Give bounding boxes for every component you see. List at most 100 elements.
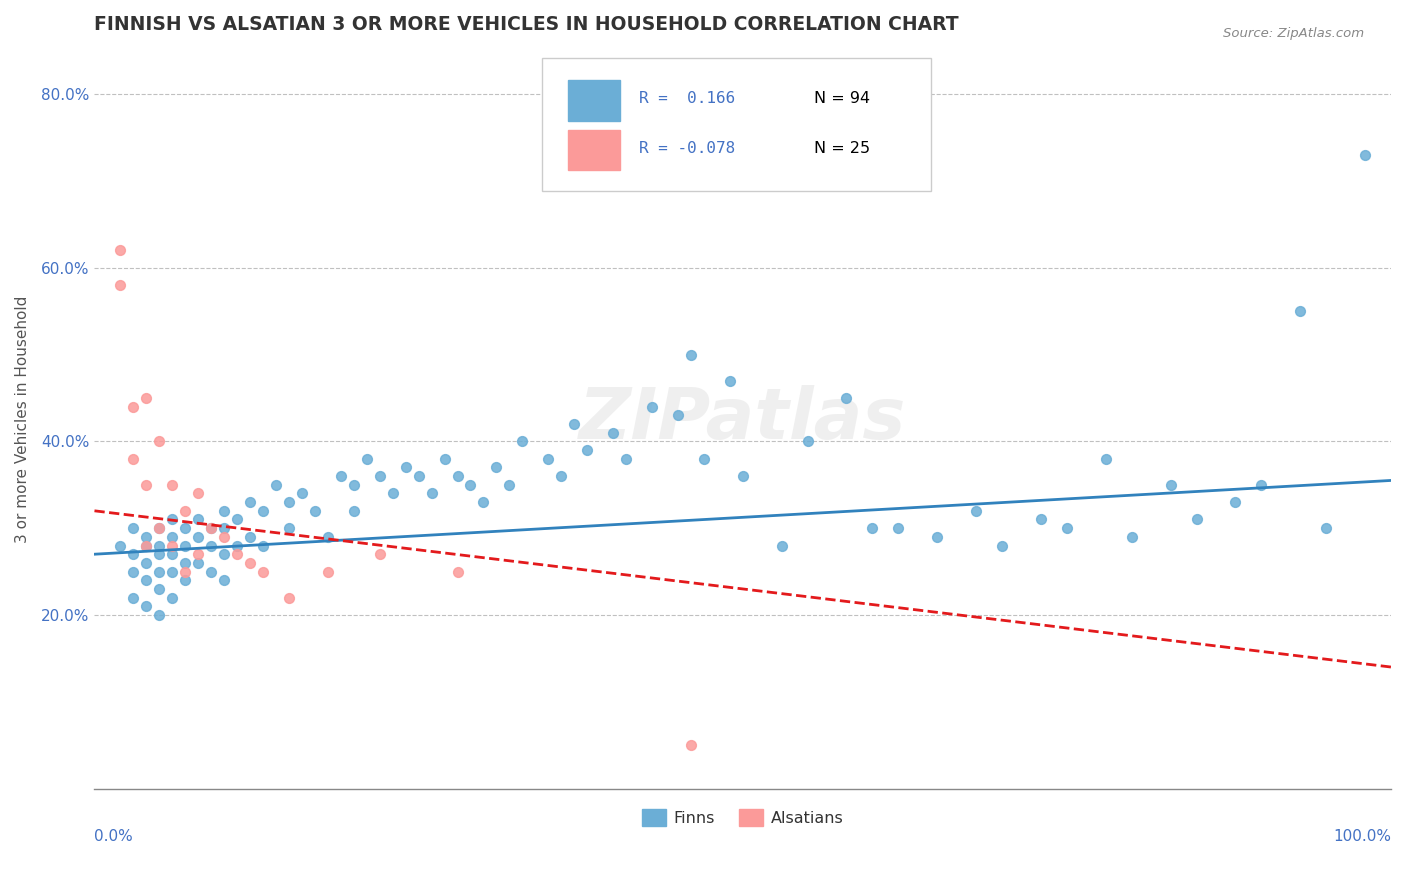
Point — [148, 565, 170, 579]
Point — [329, 469, 352, 483]
Y-axis label: 3 or more Vehicles in Household: 3 or more Vehicles in Household — [15, 296, 30, 543]
Point — [200, 521, 222, 535]
Point — [174, 574, 197, 588]
Point — [356, 451, 378, 466]
Point — [860, 521, 883, 535]
Point — [200, 539, 222, 553]
Point — [264, 477, 287, 491]
Text: Source: ZipAtlas.com: Source: ZipAtlas.com — [1223, 27, 1364, 40]
Point — [1225, 495, 1247, 509]
Point — [602, 425, 624, 440]
Point — [135, 599, 157, 614]
Point — [460, 477, 482, 491]
Point — [1354, 148, 1376, 162]
Point — [965, 504, 987, 518]
Point — [135, 391, 157, 405]
Point — [368, 469, 391, 483]
Point — [278, 591, 301, 605]
Point — [1250, 477, 1272, 491]
Point — [770, 539, 793, 553]
Point — [174, 539, 197, 553]
Point — [135, 477, 157, 491]
Point — [1094, 451, 1116, 466]
Point — [110, 278, 132, 293]
Point — [122, 547, 145, 561]
Point — [718, 374, 741, 388]
Point — [162, 539, 184, 553]
Point — [343, 504, 366, 518]
Point — [576, 443, 599, 458]
Point — [148, 434, 170, 449]
Point — [122, 565, 145, 579]
Point — [148, 547, 170, 561]
Point — [135, 530, 157, 544]
Text: 100.0%: 100.0% — [1333, 830, 1391, 844]
Point — [212, 521, 235, 535]
Point — [110, 244, 132, 258]
Point — [148, 582, 170, 596]
Point — [408, 469, 430, 483]
Point — [122, 591, 145, 605]
Point — [498, 477, 520, 491]
Point — [887, 521, 910, 535]
Point — [162, 512, 184, 526]
Point — [666, 409, 689, 423]
Point — [252, 565, 274, 579]
Point — [212, 547, 235, 561]
Point — [148, 521, 170, 535]
Point — [316, 530, 339, 544]
Point — [316, 565, 339, 579]
Point — [200, 521, 222, 535]
Point — [174, 521, 197, 535]
Point — [187, 512, 209, 526]
Point — [187, 556, 209, 570]
Point — [162, 530, 184, 544]
Point — [991, 539, 1014, 553]
Point — [1289, 304, 1312, 318]
Point — [614, 451, 637, 466]
Bar — [568, 80, 620, 121]
Point — [122, 451, 145, 466]
Point — [368, 547, 391, 561]
Text: N = 94: N = 94 — [814, 91, 870, 106]
Point — [148, 607, 170, 622]
Point — [135, 574, 157, 588]
Point — [550, 469, 572, 483]
Point — [212, 530, 235, 544]
FancyBboxPatch shape — [541, 58, 931, 191]
Point — [1121, 530, 1143, 544]
Point — [212, 574, 235, 588]
Point — [472, 495, 495, 509]
Point — [135, 539, 157, 553]
Point — [304, 504, 326, 518]
Point — [162, 547, 184, 561]
Point — [187, 530, 209, 544]
Point — [226, 547, 249, 561]
Point — [835, 391, 858, 405]
Point — [174, 556, 197, 570]
Point — [1160, 477, 1182, 491]
Point — [731, 469, 754, 483]
Point — [446, 565, 468, 579]
Point — [239, 556, 262, 570]
Bar — [568, 129, 620, 170]
Point — [562, 417, 585, 431]
Point — [1315, 521, 1337, 535]
Point — [187, 486, 209, 500]
Text: ZIPatlas: ZIPatlas — [579, 385, 907, 454]
Point — [1029, 512, 1052, 526]
Point — [537, 451, 560, 466]
Point — [226, 512, 249, 526]
Legend: Finns, Alsatians: Finns, Alsatians — [636, 803, 851, 832]
Point — [510, 434, 533, 449]
Point — [239, 495, 262, 509]
Point — [110, 539, 132, 553]
Point — [679, 738, 702, 752]
Point — [446, 469, 468, 483]
Point — [1056, 521, 1078, 535]
Point — [174, 504, 197, 518]
Point — [252, 539, 274, 553]
Point — [122, 521, 145, 535]
Point — [148, 521, 170, 535]
Point — [420, 486, 443, 500]
